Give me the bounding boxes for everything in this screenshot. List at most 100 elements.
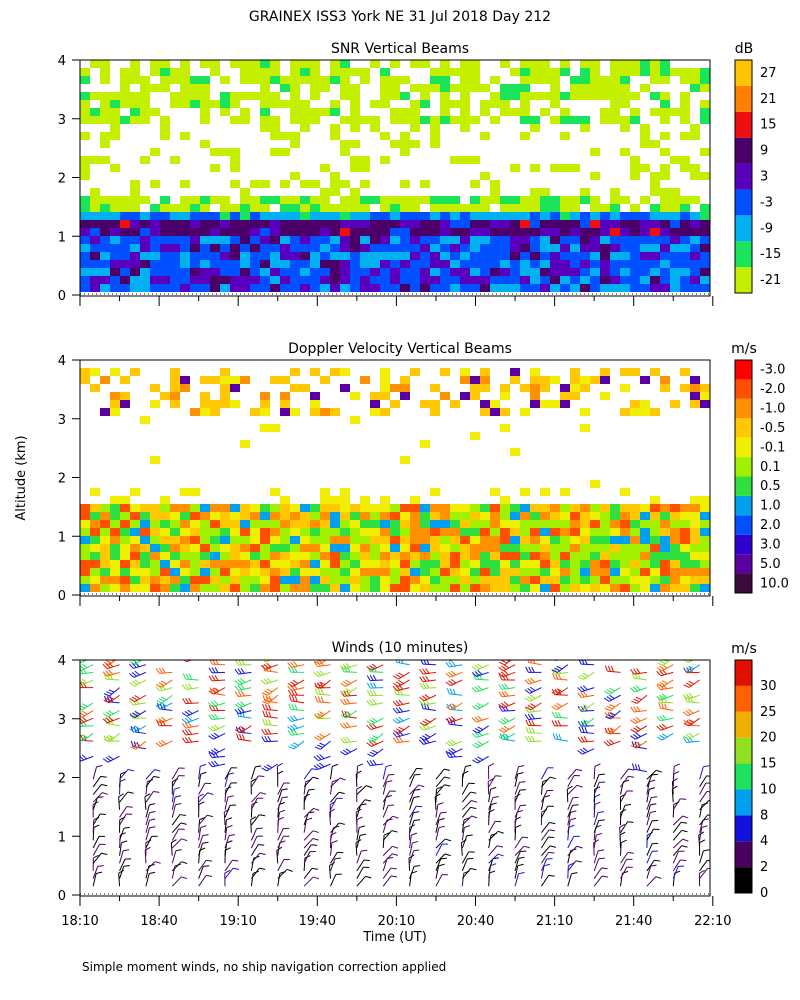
heatmap-cell xyxy=(180,512,190,520)
wind-barb-flag xyxy=(179,814,186,816)
wind-barb-flag xyxy=(127,791,134,794)
heatmap-cell xyxy=(590,68,600,76)
heatmap-cell xyxy=(590,60,600,68)
footnote: Simple moment winds, no ship navigation … xyxy=(82,960,446,974)
heatmap-cell xyxy=(280,376,290,384)
heatmap-cell xyxy=(460,124,470,132)
wind-barb-flag xyxy=(610,665,615,672)
wind-barb-staff xyxy=(541,875,550,887)
wind-barb-staff xyxy=(291,655,304,657)
heatmap-cell xyxy=(240,76,250,84)
wind-barb-flag xyxy=(93,816,100,821)
heatmap-cell xyxy=(670,212,680,220)
snr-x-ticks xyxy=(79,293,714,306)
heatmap-cell xyxy=(400,220,410,228)
heatmap-cell xyxy=(590,172,600,180)
wind-barb-flag xyxy=(101,852,108,855)
wind-barb-flag xyxy=(240,678,246,683)
heatmap-cell xyxy=(360,76,370,84)
heatmap-cell xyxy=(230,164,240,172)
heatmap-cell xyxy=(250,552,260,560)
heatmap-cell xyxy=(520,284,530,292)
x-tick-label: 19:40 xyxy=(299,914,336,929)
heatmap-cell xyxy=(160,212,170,220)
wind-barb-staff xyxy=(583,702,595,712)
wind-barb-flag xyxy=(607,714,614,718)
heatmap-cell xyxy=(560,60,570,68)
heatmap-cell xyxy=(310,180,320,188)
wind-barb-staff xyxy=(672,766,675,780)
heatmap-cell xyxy=(410,368,420,376)
heatmap-cell xyxy=(280,496,290,504)
heatmap-cell xyxy=(450,512,460,520)
heatmap-cell xyxy=(130,108,140,116)
heatmap-cell xyxy=(620,584,630,592)
heatmap-cell xyxy=(480,568,490,576)
heatmap-cell xyxy=(290,552,300,560)
wind-barb-staff xyxy=(634,768,647,773)
heatmap-cell xyxy=(430,260,440,268)
wind-barb-flag xyxy=(282,796,289,799)
wind-barb-flag xyxy=(234,708,240,715)
heatmap-cell xyxy=(690,512,700,520)
wind-barb-flag xyxy=(311,867,319,870)
wind-barb-flag xyxy=(103,693,110,697)
wind-barb-staff xyxy=(672,851,679,864)
heatmap-cell xyxy=(510,236,520,244)
heatmap-cell xyxy=(230,528,240,536)
heatmap-cell xyxy=(150,236,160,244)
wind-barb-flag xyxy=(636,668,641,674)
heatmap-cell xyxy=(250,268,260,276)
heatmap-cell xyxy=(490,268,500,276)
heatmap-cell xyxy=(340,512,350,520)
heatmap-cell xyxy=(130,204,140,212)
wind-barb-staff xyxy=(317,693,331,696)
wind-barb-flag xyxy=(366,690,371,696)
heatmap-cell xyxy=(520,488,530,496)
heatmap-cell xyxy=(530,552,540,560)
wind-barb-flag xyxy=(452,688,456,695)
heatmap-cell xyxy=(560,504,570,512)
wind-barb-staff xyxy=(250,852,261,864)
wind-barb-flag xyxy=(543,794,550,798)
colorbar-swatch xyxy=(735,711,752,738)
heatmap-cell xyxy=(440,60,450,68)
x-tick-label: 21:10 xyxy=(536,914,573,929)
heatmap-cell xyxy=(460,116,470,124)
heatmap-cell xyxy=(650,584,660,592)
heatmap-cell xyxy=(380,204,390,212)
wind-barb-flag xyxy=(557,655,561,659)
heatmap-cell xyxy=(150,60,160,68)
wind-barb-staff xyxy=(646,797,652,810)
heatmap-cell xyxy=(310,552,320,560)
colorbar-label: 10 xyxy=(760,782,777,797)
heatmap-cell xyxy=(590,520,600,528)
wind-barb-flag xyxy=(525,736,529,742)
wind-barb-flag xyxy=(266,662,272,668)
heatmap-cell xyxy=(220,384,230,392)
heatmap-cell xyxy=(120,568,130,576)
heatmap-cell xyxy=(200,560,210,568)
heatmap-cell xyxy=(400,196,410,204)
colorbar-swatch xyxy=(735,515,752,535)
heatmap-cell xyxy=(310,560,320,568)
heatmap-cell xyxy=(360,536,370,544)
heatmap-cell xyxy=(290,244,300,252)
heatmap-cell xyxy=(680,528,690,536)
colorbar-label: 15 xyxy=(760,757,777,772)
wind-barb-flag xyxy=(503,725,510,730)
heatmap-cell xyxy=(330,188,340,196)
wind-barb-flag xyxy=(224,869,231,874)
wind-barb-flag xyxy=(372,749,378,754)
heatmap-cell xyxy=(170,384,180,392)
heatmap-cell xyxy=(310,512,320,520)
wind-barb-flag xyxy=(393,730,400,734)
wind-barb-flag xyxy=(202,841,209,844)
heatmap-cell xyxy=(250,504,260,512)
heatmap-cell xyxy=(300,528,310,536)
heatmap-cell xyxy=(320,536,330,544)
wind-barb-flag xyxy=(260,792,267,795)
wind-barb-staff xyxy=(477,740,489,749)
heatmap-cell xyxy=(240,512,250,520)
wind-barb-staff xyxy=(133,702,146,706)
